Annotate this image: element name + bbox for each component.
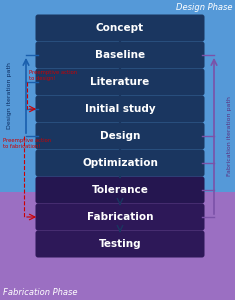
Text: Fabrication: Fabrication (87, 212, 153, 222)
FancyBboxPatch shape (35, 41, 204, 68)
Text: Design: Design (100, 131, 140, 141)
Text: Design Phase: Design Phase (176, 3, 232, 12)
FancyBboxPatch shape (35, 203, 204, 230)
Text: Design iteration path: Design iteration path (8, 62, 12, 129)
Text: Baseline: Baseline (95, 50, 145, 60)
FancyBboxPatch shape (35, 230, 204, 257)
FancyBboxPatch shape (35, 149, 204, 176)
Text: Fabrication Phase: Fabrication Phase (3, 288, 78, 297)
Bar (0, 0, 235, 192)
Bar (0, 192, 235, 300)
FancyBboxPatch shape (35, 176, 204, 203)
Text: Concept: Concept (96, 23, 144, 33)
Text: Fabrication iteration path: Fabrication iteration path (227, 96, 231, 176)
Text: Preemptive action
to fabrication!: Preemptive action to fabrication! (3, 138, 51, 149)
Text: Literature: Literature (90, 77, 150, 87)
FancyBboxPatch shape (35, 14, 204, 41)
Text: Preemptive action
to design!: Preemptive action to design! (29, 70, 77, 81)
FancyBboxPatch shape (35, 95, 204, 122)
FancyBboxPatch shape (35, 122, 204, 149)
Text: Testing: Testing (99, 239, 141, 249)
FancyBboxPatch shape (35, 68, 204, 95)
Text: Tolerance: Tolerance (92, 185, 149, 195)
Text: Initial study: Initial study (85, 104, 155, 114)
Text: Optimization: Optimization (82, 158, 158, 168)
